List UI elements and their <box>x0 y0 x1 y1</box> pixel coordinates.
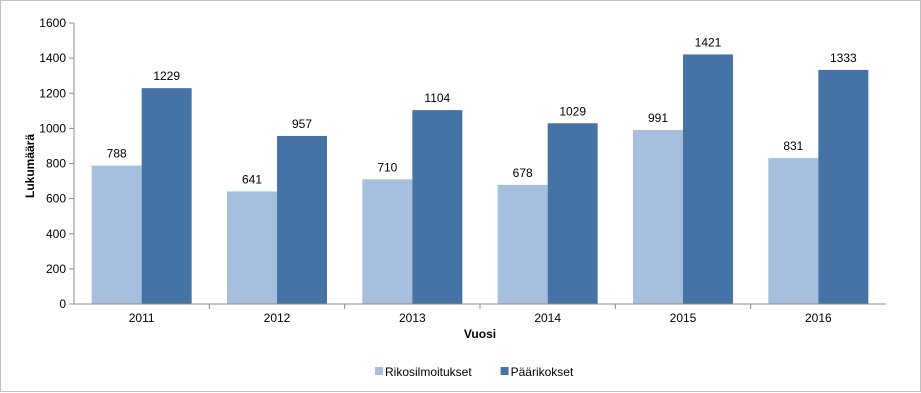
y-tick-label: 800 <box>46 157 66 171</box>
data-label: 710 <box>377 160 397 174</box>
bar-päärikokset-2015 <box>683 54 733 304</box>
x-tick-label: 2014 <box>534 311 561 325</box>
y-tick-label: 600 <box>46 192 66 206</box>
x-axis-title: Vuosi <box>464 327 496 341</box>
x-tick-label: 2013 <box>399 311 426 325</box>
data-label: 788 <box>107 147 127 161</box>
data-label: 1229 <box>153 69 180 83</box>
x-axis-ticks: 2011 2012 2013 2014 2015 2016 <box>129 304 832 325</box>
bar-päärikokset-2016 <box>818 69 869 304</box>
legend-swatch <box>500 367 509 375</box>
y-tick-label: 1600 <box>39 16 66 30</box>
legend-swatch <box>375 367 383 375</box>
data-label: 678 <box>513 166 533 180</box>
data-label: 1029 <box>559 104 586 118</box>
x-tick-label: 2012 <box>264 311 291 325</box>
data-label: 641 <box>242 172 262 186</box>
y-tick-label: 1200 <box>39 86 66 100</box>
data-label: 1421 <box>695 35 722 49</box>
y-tick-label: 1000 <box>39 121 66 135</box>
legend-label: Rikosilmoitukset <box>385 365 472 379</box>
bar-rikosilmoitukset-2011 <box>91 165 142 304</box>
y-tick-label: 200 <box>46 262 66 276</box>
data-label: 1104 <box>424 91 450 105</box>
data-label: 1333 <box>830 51 857 65</box>
y-tick-label: 0 <box>59 297 66 311</box>
bar-rikosilmoitukset-2014 <box>497 184 548 304</box>
data-label: 991 <box>648 111 668 125</box>
x-tick-label: 2015 <box>670 311 697 325</box>
bar-rikosilmoitukset-2016 <box>768 158 819 304</box>
y-axis-ticks: 0 200 400 600 800 1000 1200 1400 1600 <box>39 16 74 311</box>
bar-päärikokset-2013 <box>412 110 463 304</box>
x-tick-label: 2016 <box>805 311 832 325</box>
data-label: 957 <box>292 117 312 131</box>
y-tick-label: 400 <box>46 227 66 241</box>
legend-label: Päärikokset <box>511 365 574 379</box>
y-axis-title: Lukumäärä <box>23 134 37 198</box>
x-tick-label: 2011 <box>129 311 155 325</box>
bar-rikosilmoitukset-2013 <box>362 179 413 304</box>
bar-päärikokset-2014 <box>547 123 598 304</box>
bars: 788 1229 641 957 710 1104 678 1029 991 1421 831 133… <box>91 35 869 304</box>
legend: Rikosilmoitukset Päärikokset <box>375 365 574 379</box>
y-tick-label: 1400 <box>39 51 66 65</box>
bar-päärikokset-2012 <box>277 135 327 304</box>
data-label: 831 <box>783 139 803 153</box>
bar-päärikokset-2011 <box>141 88 192 304</box>
bar-rikosilmoitukset-2015 <box>633 129 683 304</box>
bar-rikosilmoitukset-2012 <box>227 191 277 304</box>
